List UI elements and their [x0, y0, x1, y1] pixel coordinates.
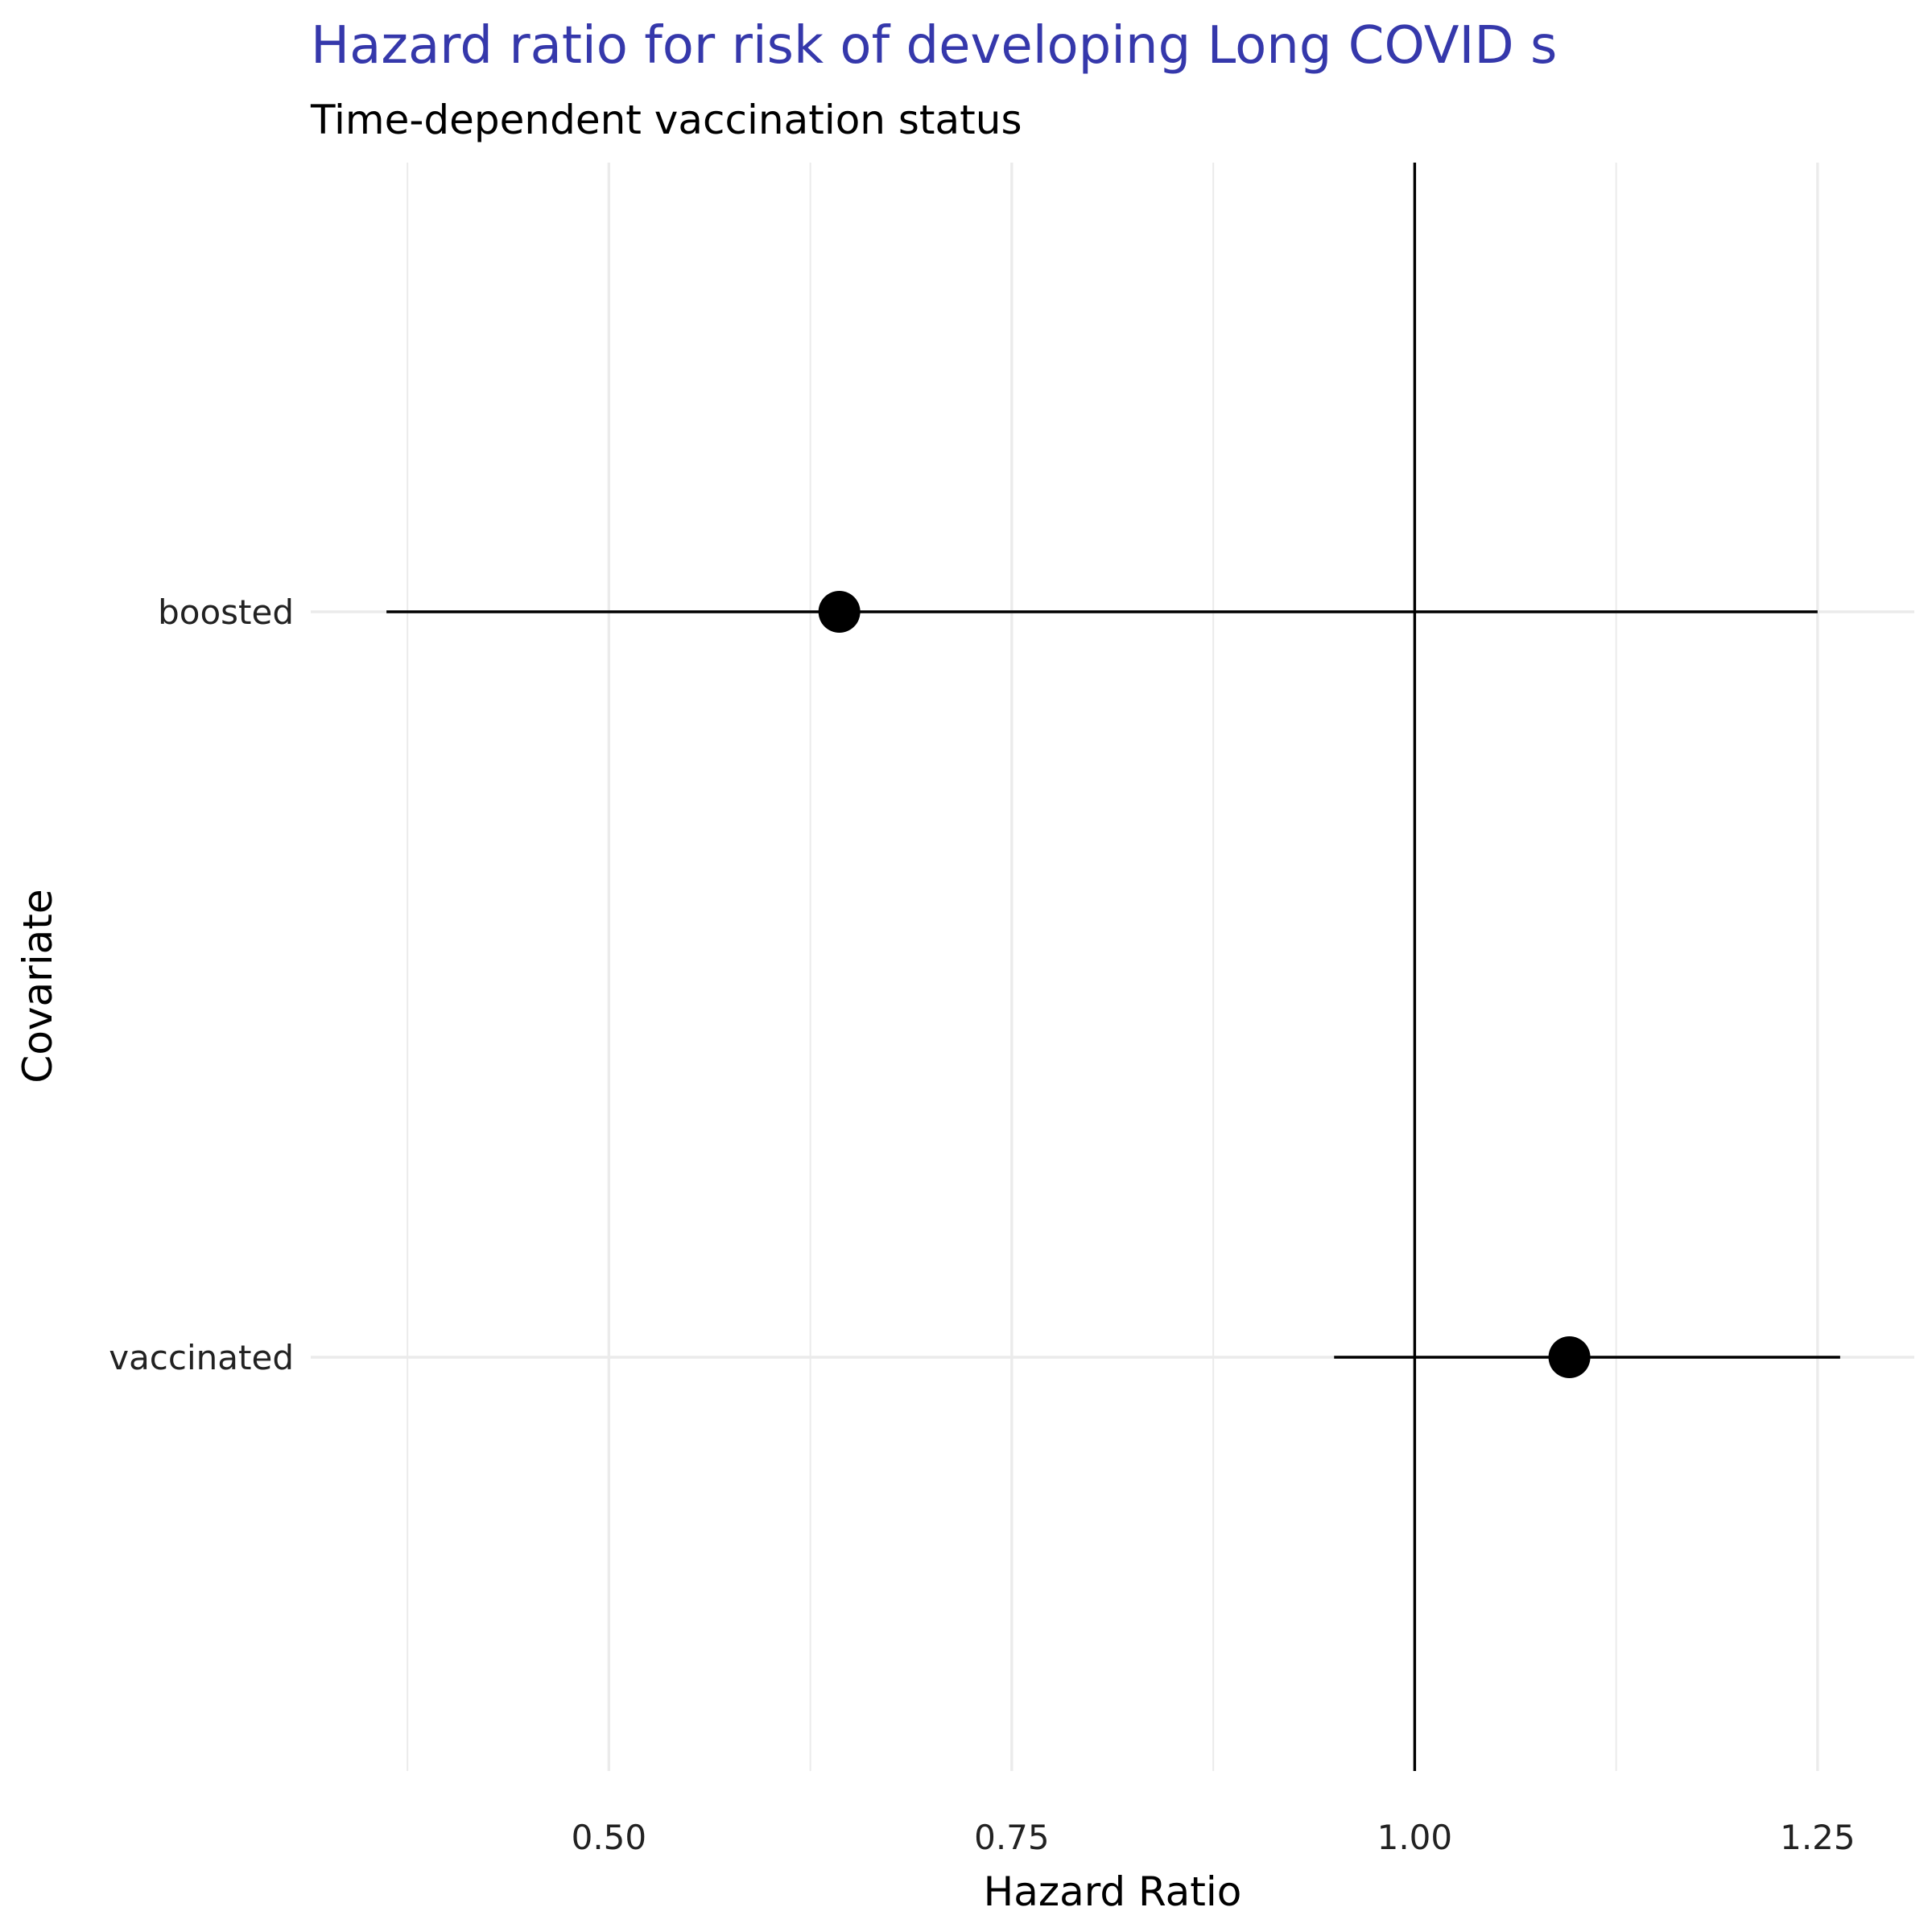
chart-subtitle: Time-dependent vaccination status: [310, 97, 1022, 143]
x-tick-labels: 0.50 0.75 1.00 1.25: [572, 1818, 1856, 1857]
x-axis-title: Hazard Ratio: [984, 1868, 1242, 1915]
x-tick-label-2: 1.00: [1377, 1818, 1453, 1857]
minor-gridlines: [407, 163, 1617, 1771]
major-gridlines: [311, 163, 1914, 1771]
y-tick-label-vaccinated: vaccinated: [109, 1338, 294, 1377]
x-tick-label-0: 0.50: [572, 1818, 647, 1857]
x-tick-label-3: 1.25: [1780, 1818, 1856, 1857]
y-tick-labels: boosted vaccinated: [109, 592, 294, 1377]
x-tick-label-1: 0.75: [974, 1818, 1050, 1857]
point-estimate-boosted: [818, 591, 861, 633]
y-tick-label-boosted: boosted: [158, 592, 294, 632]
chart-title: Hazard ratio for risk of developing Long…: [311, 16, 1557, 76]
data-marks: [386, 591, 1840, 1378]
y-axis-title: Covariate: [14, 889, 61, 1083]
point-estimate-vaccinated: [1548, 1336, 1591, 1378]
